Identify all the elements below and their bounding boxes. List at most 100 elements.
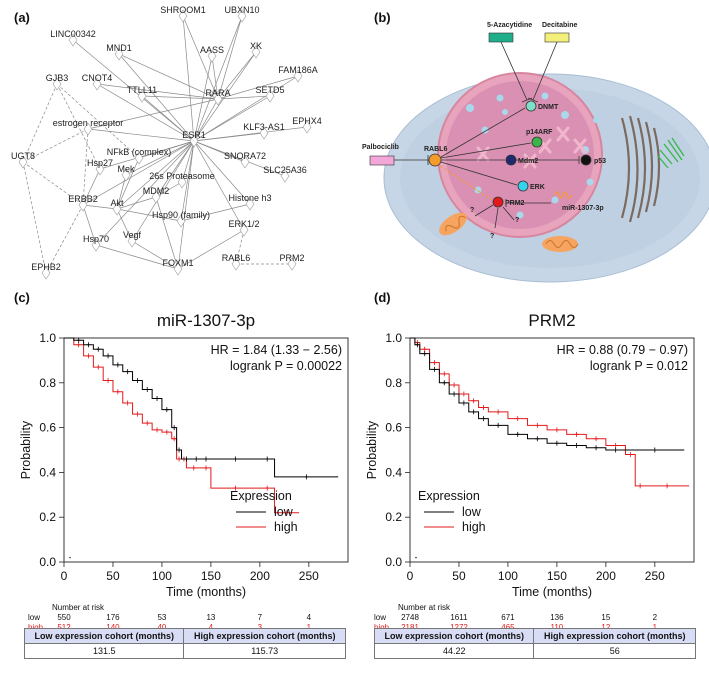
- network-node-marker: [112, 202, 122, 216]
- risk-header: Number at risk: [398, 603, 451, 612]
- network-edge: [116, 174, 127, 210]
- censor-mark: [194, 456, 199, 462]
- network-node-marker: [121, 168, 131, 182]
- network-node-label: NFkB (complex): [107, 147, 172, 157]
- network-node-marker: [134, 151, 144, 165]
- censor-mark: [76, 337, 81, 343]
- cohort-header-high: High expression cohort (months): [183, 628, 346, 644]
- censor-mark: [204, 456, 208, 462]
- legend-entry: high: [462, 520, 486, 534]
- logrank-p: logrank P = 0.00022: [230, 359, 342, 373]
- censor-mark: [415, 342, 420, 348]
- censor-mark: [422, 346, 427, 352]
- network-node-marker: [91, 238, 101, 252]
- censor-mark: [265, 456, 270, 462]
- y-tick-label: 0.2: [385, 510, 402, 524]
- x-tick-label: 100: [498, 569, 518, 583]
- risk-value: 2748: [401, 613, 419, 622]
- risk-value: 176: [106, 613, 120, 622]
- censor-mark: [184, 456, 189, 462]
- censor-mark: [432, 360, 437, 366]
- network-node-label: estrogen receptor: [53, 118, 124, 128]
- x-axis-label: Time (months): [512, 585, 592, 599]
- network-node-label: Hsp27: [87, 158, 113, 168]
- network-edge: [182, 15, 219, 100]
- network-edge: [131, 240, 179, 270]
- risk-value: 7: [258, 613, 263, 622]
- censor-mark: [481, 416, 486, 422]
- network-edge: [87, 128, 195, 142]
- risk-value: 140: [106, 623, 120, 632]
- network-node-marker: [265, 89, 275, 103]
- censor-mark: [471, 398, 476, 404]
- network-edge: [217, 15, 243, 100]
- drug-decitabine: Decitabine: [542, 22, 578, 29]
- risk-value: 40: [157, 623, 166, 632]
- network-edge: [193, 140, 251, 205]
- network-node-marker: [92, 77, 102, 91]
- censor-mark: [442, 371, 447, 377]
- legend-title: Expression: [230, 489, 292, 503]
- censor-mark: [204, 465, 208, 471]
- risk-value: 1272: [450, 623, 468, 632]
- censor-mark: [96, 346, 101, 352]
- network-edge: [96, 83, 195, 142]
- network-node-label: MDM2: [143, 186, 170, 196]
- network-edge: [125, 140, 195, 176]
- censor-mark: [135, 378, 140, 384]
- y-tick-label: 0.6: [39, 421, 56, 435]
- hazard-ratio: HR = 0.88 (0.79 − 0.97): [557, 343, 688, 357]
- risk-value: 1: [653, 623, 658, 632]
- censor-mark: [155, 395, 160, 401]
- cohort-header-low: Low expression cohort (months): [23, 628, 185, 644]
- network-edge: [82, 204, 118, 210]
- censor-mark: [284, 510, 289, 516]
- logrank-p: logrank P = 0.012: [590, 359, 688, 373]
- p53-node: [580, 154, 592, 166]
- network-edge: [82, 128, 89, 206]
- censor-mark: [628, 451, 633, 457]
- network-node-marker: [240, 155, 250, 169]
- risk-row-label: low: [28, 613, 40, 622]
- network-edge: [22, 83, 58, 163]
- censor-mark: [115, 389, 120, 395]
- panel-label-d: (d): [374, 290, 391, 305]
- network-edge: [116, 208, 133, 242]
- censor-mark: [554, 427, 559, 433]
- network-node-label: UBXN10: [224, 5, 259, 15]
- network-node-label: SHROOM1: [160, 5, 206, 15]
- network-node-marker: [287, 257, 297, 271]
- censor-mark: [96, 364, 101, 370]
- x-tick-label: 50: [452, 569, 466, 583]
- censor-mark: [265, 485, 270, 491]
- network-node-marker: [231, 257, 241, 271]
- network-edge: [82, 140, 195, 206]
- network-node-marker: [189, 134, 199, 148]
- censor-mark: [461, 391, 466, 397]
- censor-mark: [76, 342, 81, 348]
- azacytidine-box: [488, 32, 514, 43]
- decitabine-box: [544, 32, 570, 43]
- mol-p14arf: p14ARF: [526, 129, 553, 136]
- censor-mark: [515, 431, 520, 437]
- network-node-marker: [173, 262, 183, 276]
- network-node-marker: [237, 9, 247, 23]
- y-tick-label: 0.0: [385, 555, 402, 569]
- censor-mark: [115, 362, 120, 368]
- network-node-marker: [302, 120, 312, 134]
- network-edge: [22, 128, 89, 163]
- mol-erk: ERK: [530, 184, 545, 191]
- censor-mark: [652, 447, 657, 453]
- network-edge: [141, 95, 195, 142]
- censor-mark: [613, 443, 618, 449]
- censor-mark: [106, 353, 111, 359]
- risk-row-label: high: [28, 623, 43, 632]
- network-node-label: 26s Proteasome: [149, 171, 215, 181]
- y-tick-label: 0.4: [385, 465, 402, 479]
- network-edge: [118, 53, 219, 100]
- drug-palbociclib: Palbociclib: [362, 144, 399, 151]
- unknown-mark: ?: [490, 233, 494, 240]
- network-node-label: EPHX4: [292, 116, 322, 126]
- km-plot-prm2: PRM2 0.0 0.2 0.4 0.6 0.8 1.0 0 50 100 150 200 250 Tim…: [365, 311, 695, 632]
